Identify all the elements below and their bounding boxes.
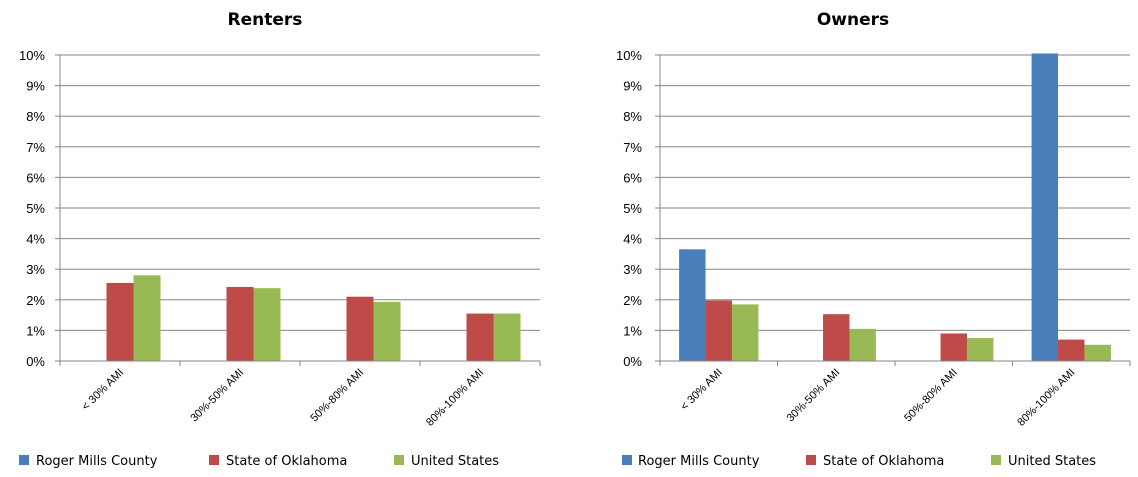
legend-swatch <box>19 455 29 465</box>
y-tick-label: 2% <box>623 293 642 308</box>
bar <box>466 313 494 361</box>
chart-owners: Owners 0% 1% 2% 3% 4% 5% 6% 7% 8% 9% 10% < 30% AMI 30… <box>616 10 1131 469</box>
bar <box>373 301 401 361</box>
y-tick-label: 0% <box>623 354 642 369</box>
y-tick-label: 10% <box>19 48 45 63</box>
x-category-label: < 30% AMI <box>679 367 725 413</box>
chart-renters: Renters 0% 1% 2% 3% 4% 5% 6% 7% 8% 9% 10% < 30% AMI 3… <box>19 10 541 469</box>
bar <box>1058 339 1085 361</box>
legend-label: State of Oklahoma <box>226 454 347 469</box>
x-category-label: 50%-80% AMI <box>308 367 366 425</box>
legend-swatch <box>806 455 816 465</box>
bar <box>1084 344 1111 361</box>
bar <box>823 314 850 361</box>
x-category-label: 80%-100% AMI <box>1015 367 1077 429</box>
chart-title: Renters <box>228 10 303 30</box>
x-category-label: 30%-50% AMI <box>785 367 843 425</box>
legend-swatch <box>622 455 632 465</box>
bar <box>106 282 134 361</box>
legend-swatch <box>209 455 219 465</box>
y-tick-label: 0% <box>26 354 45 369</box>
bar <box>346 296 374 361</box>
y-tick-label: 7% <box>26 140 45 155</box>
bar <box>679 249 706 361</box>
legend-swatch <box>394 455 404 465</box>
bar <box>940 333 967 361</box>
y-tick-label: 5% <box>623 201 642 216</box>
y-tick-label: 9% <box>623 79 642 94</box>
y-tick-label: 3% <box>623 262 642 277</box>
y-tick-label: 7% <box>623 140 642 155</box>
bar <box>253 288 281 361</box>
bar <box>226 286 254 361</box>
bar <box>849 328 876 361</box>
bar <box>731 304 759 361</box>
bar <box>705 300 732 361</box>
y-tick-label: 4% <box>26 232 45 247</box>
legend-swatch <box>991 455 1001 465</box>
legend-label: Roger Mills County <box>638 454 760 469</box>
y-tick-label: 3% <box>26 262 45 277</box>
y-tick-label: 9% <box>26 79 45 94</box>
legend-label: Roger Mills County <box>36 454 158 469</box>
legend-label: United States <box>411 454 499 469</box>
y-tick-label: 1% <box>26 323 45 338</box>
x-category-label: 50%-80% AMI <box>902 367 960 425</box>
legend-label: United States <box>1008 454 1096 469</box>
y-tick-label: 8% <box>623 109 642 124</box>
x-category-label: 30%-50% AMI <box>188 367 246 425</box>
x-category-label: < 30% AMI <box>80 367 126 413</box>
bar <box>493 313 521 361</box>
bar <box>966 338 994 361</box>
y-tick-label: 5% <box>26 201 45 216</box>
bar <box>1031 53 1059 361</box>
y-tick-label: 6% <box>26 170 45 185</box>
y-tick-label: 2% <box>26 293 45 308</box>
x-category-label: 80%-100% AMI <box>424 367 486 429</box>
chart-title: Owners <box>817 10 889 30</box>
y-tick-label: 6% <box>623 170 642 185</box>
y-tick-label: 10% <box>616 48 642 63</box>
legend-label: State of Oklahoma <box>823 454 944 469</box>
y-tick-label: 8% <box>26 109 45 124</box>
y-tick-label: 4% <box>623 232 642 247</box>
bar <box>133 275 161 361</box>
y-tick-label: 1% <box>623 323 642 338</box>
